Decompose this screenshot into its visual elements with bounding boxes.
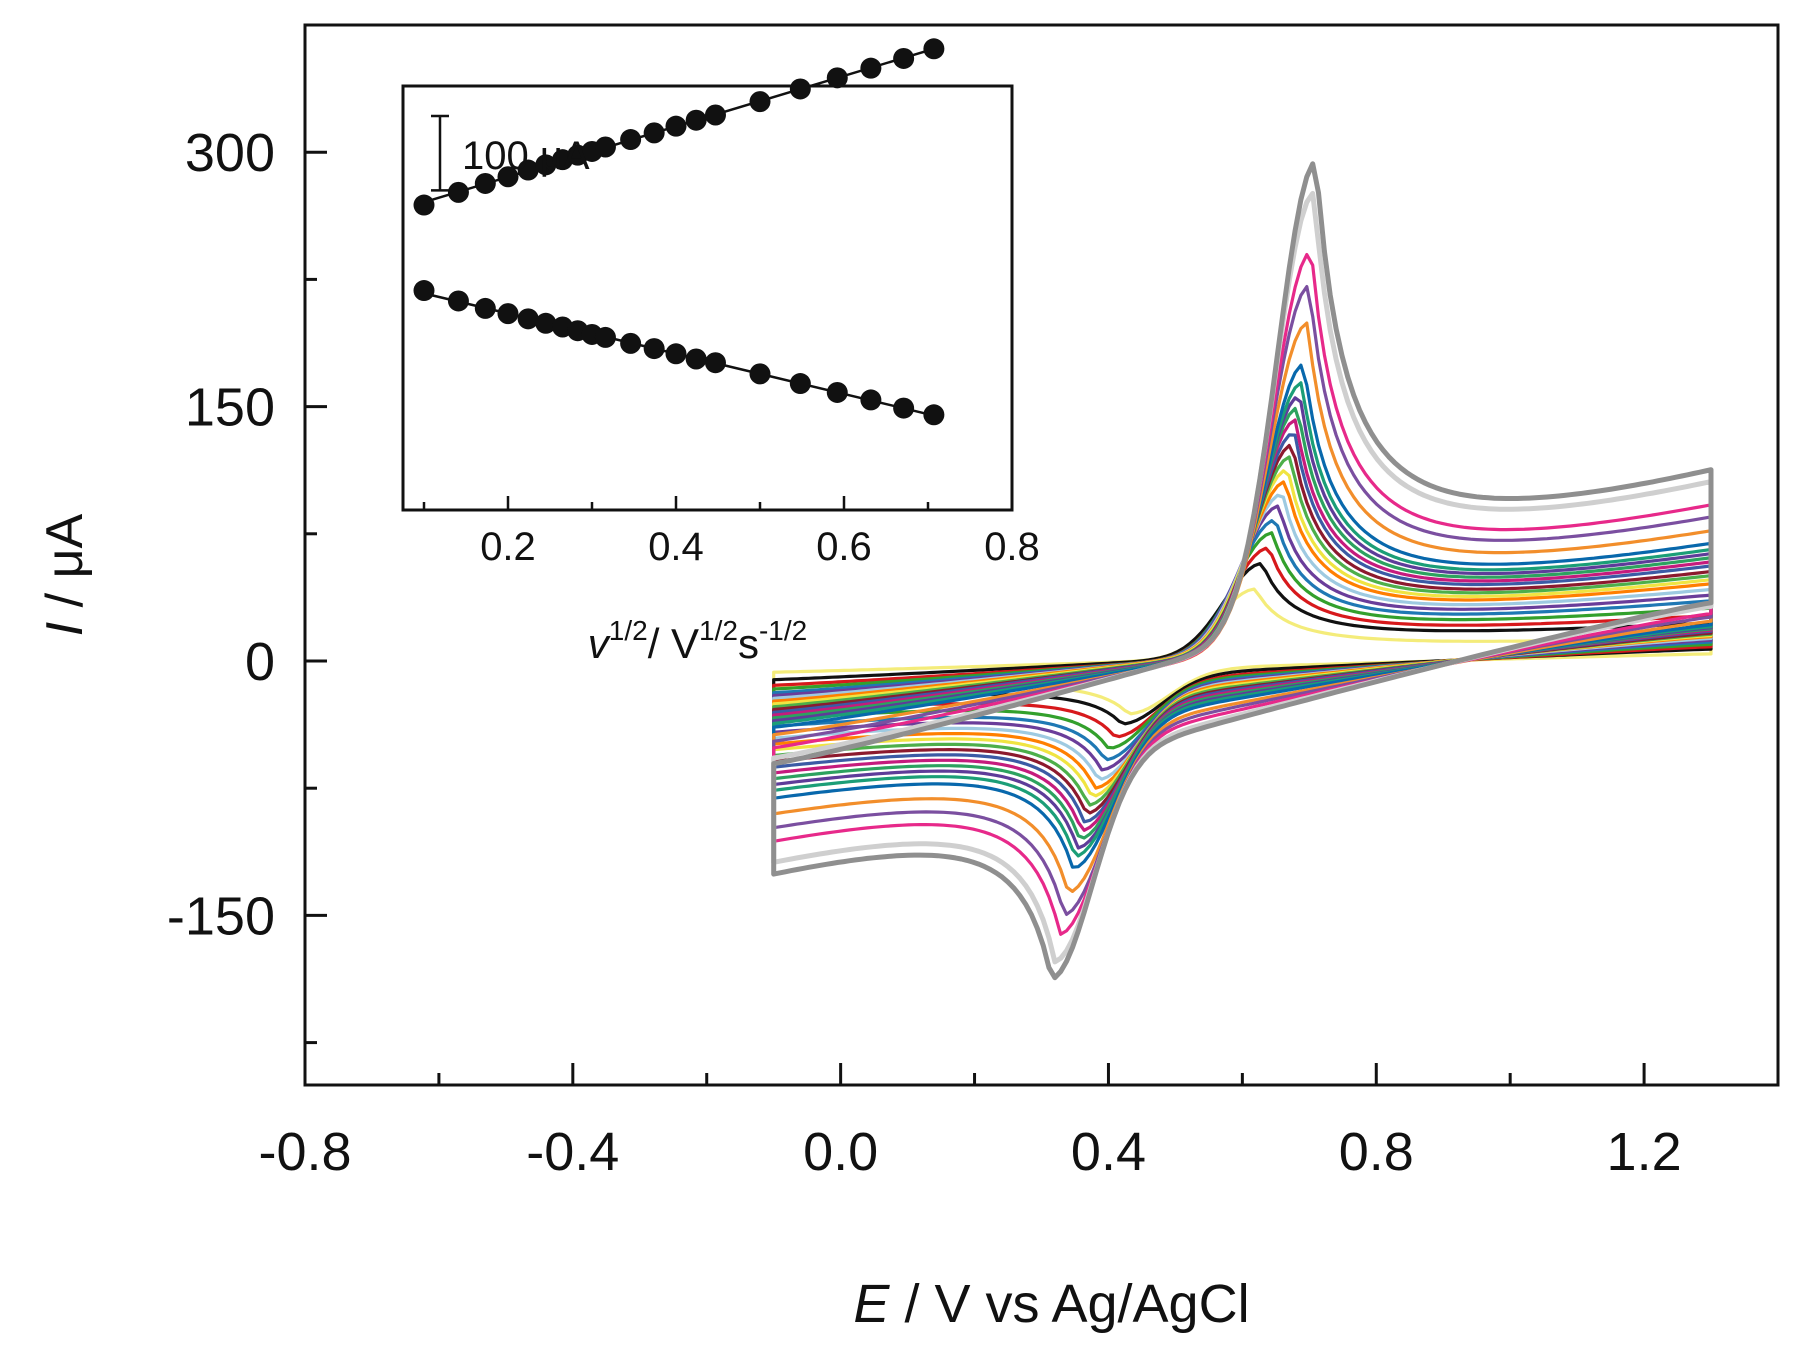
y-tick-label: 300 <box>185 123 275 183</box>
inset-frame <box>401 84 1014 512</box>
inset-x-axis-label: v1/2/ V1/2s-1/2 <box>588 615 807 667</box>
inset-point-anodic <box>517 159 539 181</box>
y-tick-label: 150 <box>185 378 275 438</box>
inset-x-label-sup3: -1/2 <box>759 615 807 646</box>
inset-background <box>403 86 1012 510</box>
inset-point-anodic <box>749 91 771 113</box>
voltammogram-curve-22 <box>771 161 1714 981</box>
inset-x-tick-label: 0.8 <box>984 525 1040 569</box>
inset-x-label-s: s <box>738 620 759 667</box>
inset-x-tick-label: 0.6 <box>816 525 872 569</box>
main-axis-ticks <box>303 150 1646 1085</box>
x-axis-label: E / V vs Ag/AgCl <box>853 1274 1249 1334</box>
inset-point-anodic <box>860 57 882 79</box>
x-tick-label: 1.2 <box>1607 1122 1682 1182</box>
inset-x-tick-label: 0.4 <box>648 525 704 569</box>
inset-axis-ticks <box>422 496 1014 510</box>
inset-point-anodic <box>594 136 616 158</box>
inset-x-tick-label: 0.2 <box>480 525 536 569</box>
voltammogram-curves <box>771 161 1714 981</box>
inset-x-label-volt: / V <box>648 620 699 667</box>
x-tick-label: 0.8 <box>1339 1122 1414 1182</box>
inset-point-cathodic <box>517 308 539 330</box>
inset-point-anodic <box>923 38 945 60</box>
inset-point-anodic <box>704 104 726 126</box>
inset-point-cathodic <box>643 338 665 360</box>
inset-point-anodic <box>497 166 519 188</box>
inset-point-anodic <box>826 67 848 89</box>
inset-point-cathodic <box>474 297 496 319</box>
inset-point-anodic <box>789 78 811 100</box>
inset-point-anodic <box>893 47 915 69</box>
voltammogram-curve-2 <box>772 562 1713 726</box>
x-tick-label: 0.0 <box>803 1122 878 1182</box>
inset-point-cathodic <box>413 280 435 302</box>
inset-point-cathodic <box>923 404 945 426</box>
inset-plot: 0.2 0.4 0.6 0.8 100 μA v1/2/ V1/2s-1/2 <box>401 38 1040 667</box>
inset-point-cathodic <box>749 363 771 385</box>
inset-data-points <box>413 38 945 426</box>
inset-point-cathodic <box>704 352 726 374</box>
y-tick-label: -150 <box>167 886 275 946</box>
inset-x-label-sup1: 1/2 <box>609 615 648 646</box>
inset-tick-labels: 0.2 0.4 0.6 0.8 <box>480 525 1040 569</box>
main-tick-labels: -0.8 -0.4 0.0 0.4 0.8 1.2 -150 0 150 300 <box>167 123 1682 1182</box>
inset-point-anodic <box>665 115 687 137</box>
y-axis-label-unit: / μA <box>36 513 94 621</box>
scale-bar <box>431 114 449 192</box>
x-tick-label: 0.4 <box>1071 1122 1146 1182</box>
inset-point-cathodic <box>665 343 687 365</box>
inset-point-anodic <box>620 129 642 151</box>
inset-point-cathodic <box>447 290 469 312</box>
inset-point-anodic <box>643 122 665 144</box>
inset-point-cathodic <box>535 312 557 334</box>
x-tick-label: -0.4 <box>526 1122 619 1182</box>
y-tick-label: 0 <box>245 632 275 692</box>
inset-point-cathodic <box>620 332 642 354</box>
inset-point-anodic <box>535 154 557 176</box>
inset-point-cathodic <box>685 348 707 370</box>
inset-point-cathodic <box>497 303 519 325</box>
inset-point-anodic <box>447 181 469 203</box>
inset-point-anodic <box>474 172 496 194</box>
inset-x-label-sup2: 1/2 <box>699 615 738 646</box>
x-tick-label: -0.8 <box>258 1122 351 1182</box>
y-axis-label: I / μA <box>36 513 94 636</box>
scale-bar-label: 100 μA <box>462 134 590 178</box>
x-axis-label-variable: E <box>853 1274 890 1334</box>
x-axis-label-unit: / V vs Ag/AgCl <box>889 1274 1249 1334</box>
main-plot-frame <box>303 23 1780 1087</box>
inset-point-cathodic <box>826 381 848 403</box>
inset-point-anodic <box>413 194 435 216</box>
inset-point-cathodic <box>893 397 915 419</box>
voltammogram-curve-19 <box>772 285 1713 916</box>
inset-point-cathodic <box>594 326 616 348</box>
inset-point-cathodic <box>860 389 882 411</box>
inset-point-anodic <box>685 109 707 131</box>
inset-point-cathodic <box>789 373 811 395</box>
voltammogram-curve-17 <box>772 363 1713 869</box>
inset-x-label-v: v <box>588 620 612 667</box>
y-axis-label-variable: I <box>36 622 94 636</box>
